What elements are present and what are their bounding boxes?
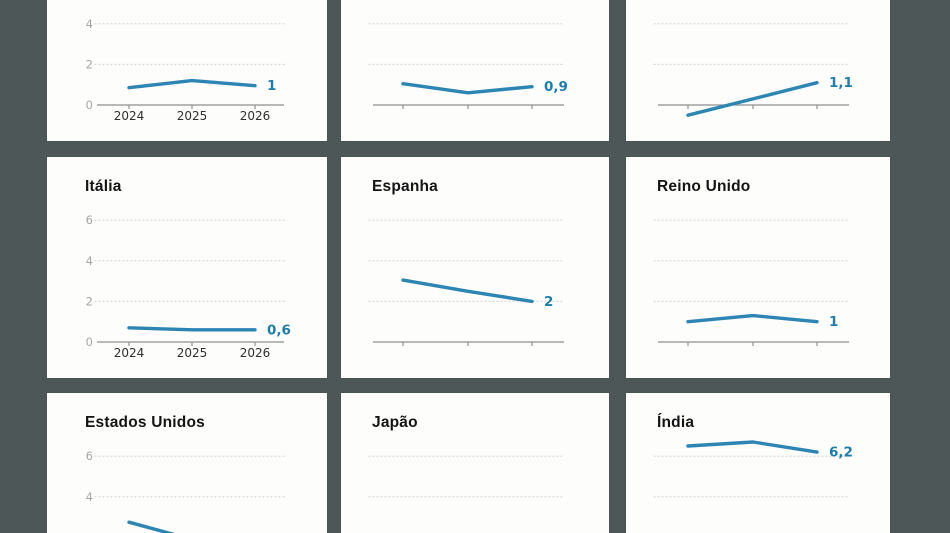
y-axis-label: 4 xyxy=(86,17,93,31)
data-line xyxy=(686,440,819,454)
data-line xyxy=(686,313,819,324)
y-axis-label: 4 xyxy=(86,490,93,504)
value-label: 0,6 xyxy=(267,322,291,338)
y-axis-label: 6 xyxy=(86,213,93,227)
data-line xyxy=(127,520,176,533)
line-chart: 02462024202520261 xyxy=(86,17,288,123)
country-title: Japão xyxy=(372,414,418,431)
data-line xyxy=(127,78,257,90)
y-axis-label: 2 xyxy=(86,294,93,308)
x-axis-label: 2025 xyxy=(177,109,208,123)
line-chart: 0,9 xyxy=(368,23,568,109)
country-title: Índia xyxy=(657,414,695,431)
value-label: 0,9 xyxy=(544,79,568,95)
y-axis-label: 6 xyxy=(86,449,93,463)
value-label: 2 xyxy=(544,294,553,310)
chart-card: Espanha 2 xyxy=(341,157,609,378)
chart-card: Itália 0 2 4 6 2024 2025 2026 0,6 xyxy=(47,157,327,378)
country-title: Estados Unidos xyxy=(85,414,205,431)
x-axis-label: 2026 xyxy=(240,346,271,360)
chart-card: Estados Unidos0246202420252026 xyxy=(47,393,327,533)
x-axis-label: 2025 xyxy=(177,346,208,360)
y-axis-label: 2 xyxy=(86,57,93,71)
line-chart xyxy=(368,455,566,498)
country-title: Itália xyxy=(85,178,122,195)
chart-card: Japão xyxy=(341,393,609,533)
data-line xyxy=(401,81,534,95)
y-axis-label: 0 xyxy=(86,335,93,349)
y-axis-label: 4 xyxy=(86,254,93,268)
country-title: Reino Unido xyxy=(657,178,751,195)
line-chart: 1 xyxy=(653,219,851,346)
data-line xyxy=(127,326,257,332)
data-line xyxy=(401,278,534,304)
line-chart: 2 xyxy=(368,219,566,346)
data-line xyxy=(686,80,819,117)
chart-card: Reino Unido 1 xyxy=(626,157,890,378)
x-axis-label: 2024 xyxy=(114,346,145,360)
x-axis-label: 2024 xyxy=(114,109,145,123)
value-label: 1 xyxy=(267,78,276,94)
value-label: 1,1 xyxy=(829,75,853,91)
line-chart: 0 2 4 6 2024 2025 2026 0,6 xyxy=(86,213,291,360)
value-label: 6,2 xyxy=(829,445,853,461)
y-axis-label: 0 xyxy=(86,98,93,112)
line-chart: 6,2 xyxy=(653,440,853,498)
value-label: 1 xyxy=(829,314,838,330)
x-axis-label: 2026 xyxy=(240,109,271,123)
y-axis-label: 2 xyxy=(86,530,93,533)
chart-card: Índia 6,2 xyxy=(626,393,890,533)
chart-card: 02462024202520261 xyxy=(47,0,327,141)
chart-card: 0,9 xyxy=(341,0,609,141)
chart-card: 1,1 xyxy=(626,0,890,141)
country-title: Espanha xyxy=(372,178,439,195)
line-chart: 1,1 xyxy=(653,23,853,117)
